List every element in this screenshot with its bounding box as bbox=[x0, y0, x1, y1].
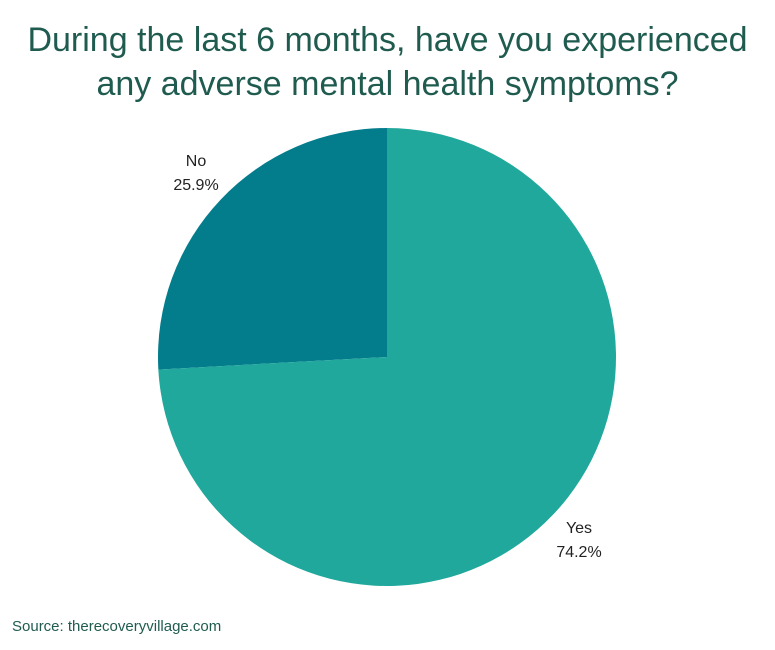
chart-title: During the last 6 months, have you exper… bbox=[0, 18, 775, 106]
slice-label-yes: Yes bbox=[566, 520, 592, 537]
chart-title-line-1: During the last 6 months, have you exper… bbox=[27, 21, 748, 59]
chart-title-line-2: any adverse mental health symptoms? bbox=[96, 65, 679, 103]
slice-value-no: 25.9% bbox=[173, 177, 218, 194]
slice-value-yes: 74.2% bbox=[556, 544, 601, 561]
pie-slices bbox=[158, 128, 617, 586]
source-note: Source: therecoveryvillage.com bbox=[12, 618, 222, 635]
pie-slice-yes bbox=[158, 128, 617, 586]
pie-slice-no bbox=[158, 128, 387, 370]
slice-label-no: No bbox=[186, 153, 207, 170]
